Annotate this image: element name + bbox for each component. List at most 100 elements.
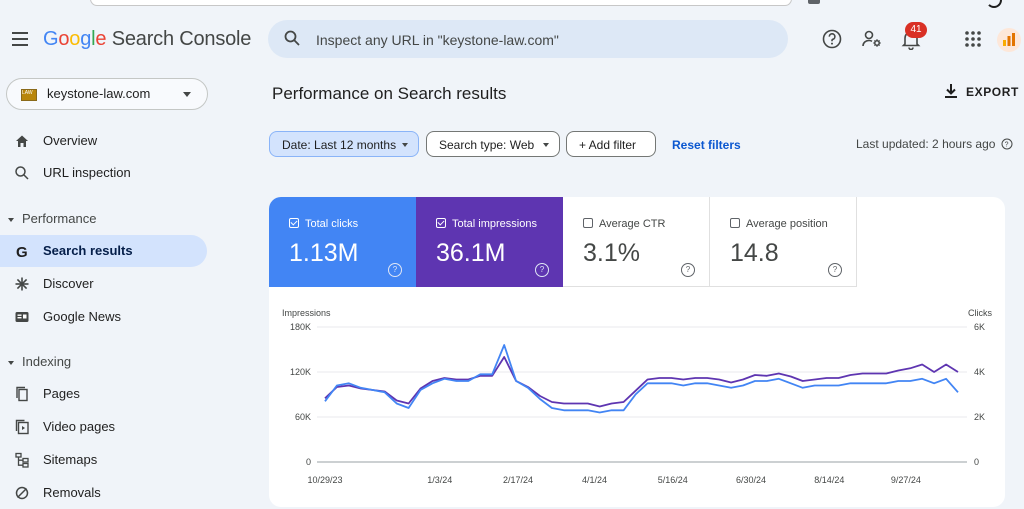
svg-text:?: ? — [1004, 142, 1008, 149]
x-tick-label: 9/27/24 — [891, 475, 921, 485]
help-icon[interactable] — [821, 28, 843, 50]
metric-total-clicks[interactable]: Total clicks 1.13M ? — [269, 197, 416, 287]
date-filter-chip[interactable]: Date: Last 12 months — [269, 131, 419, 157]
svg-text:G: G — [16, 244, 28, 259]
metric-label: Average position — [730, 218, 828, 230]
metric-label-text: Average CTR — [599, 218, 666, 230]
checkbox-checked-icon[interactable] — [289, 218, 299, 228]
sidebar-item-url-inspection[interactable]: URL inspection — [0, 157, 207, 189]
property-selector[interactable]: LAW keystone-law.com — [6, 78, 208, 110]
account-avatar[interactable] — [997, 28, 1021, 52]
browser-profile-icon[interactable] — [986, 0, 1002, 8]
search-type-label: Search type: Web — [439, 138, 535, 152]
metric-label: Average CTR — [583, 218, 665, 230]
x-tick-label: 1/3/24 — [427, 475, 452, 485]
apps-grid-icon[interactable] — [962, 28, 984, 50]
right-tick-label: 6K — [974, 322, 985, 332]
sidebar-item-overview[interactable]: Overview — [0, 125, 207, 157]
asterisk-icon — [15, 277, 29, 291]
x-tick-label: 6/30/24 — [736, 475, 766, 485]
metric-label-text: Total clicks — [305, 218, 359, 230]
right-tick-label: 2K — [974, 412, 985, 422]
chevron-down-icon — [8, 360, 14, 365]
right-tick-label: 4K — [974, 367, 985, 377]
checkbox-unchecked-icon[interactable] — [730, 218, 740, 228]
sidebar-item-video-pages[interactable]: Video pages — [0, 411, 207, 443]
sidebar-item-label: Video pages — [43, 419, 116, 434]
x-tick-label: 5/16/24 — [658, 475, 688, 485]
reset-filters-link[interactable]: Reset filters — [672, 138, 741, 152]
checkbox-unchecked-icon[interactable] — [583, 218, 593, 228]
metric-average-position[interactable]: Average position 14.8 ? — [710, 197, 857, 287]
chevron-down-icon — [543, 143, 549, 147]
property-name: keystone-law.com — [47, 86, 151, 101]
x-tick-label: 4/1/24 — [582, 475, 607, 485]
sidebar-item-google-news[interactable]: Google News — [0, 301, 207, 333]
sidebar-item-sitemaps[interactable]: Sitemaps — [0, 444, 207, 476]
x-tick-label: 8/14/24 — [814, 475, 844, 485]
last-updated-text: Last updated: 2 hours ago — [856, 137, 996, 151]
sidebar-item-label: Removals — [43, 485, 101, 500]
home-icon — [16, 135, 28, 147]
help-icon[interactable]: ? — [828, 263, 842, 277]
add-filter-button[interactable]: + Add filter — [566, 131, 656, 157]
performance-card: Total clicks 1.13M ? Total impressions 3… — [269, 197, 1005, 507]
help-icon[interactable]: ? — [388, 263, 402, 277]
sidebar-section-performance[interactable]: Performance — [8, 211, 96, 226]
metric-value: 14.8 — [730, 239, 779, 267]
metric-label-text: Total impressions — [452, 218, 537, 230]
left-tick-label: 120K — [290, 367, 311, 377]
google-g-icon: G — [16, 244, 28, 259]
page-title: Performance on Search results — [272, 84, 507, 103]
help-icon[interactable]: ? — [681, 263, 695, 277]
search-input[interactable] — [314, 20, 778, 60]
search-type-filter-chip[interactable]: Search type: Web — [426, 131, 560, 157]
analytics-logo-icon — [1003, 33, 1015, 46]
metric-value: 1.13M — [289, 239, 359, 267]
url-inspect-search[interactable] — [268, 20, 788, 60]
sidebar-item-pages[interactable]: Pages — [0, 378, 207, 410]
sidebar-item-removals[interactable]: Removals — [0, 477, 207, 509]
sitemap-icon — [15, 452, 29, 468]
search-icon — [15, 166, 29, 180]
news-icon — [15, 312, 29, 322]
sidebar-item-discover[interactable]: Discover — [0, 268, 207, 300]
extension-icon[interactable] — [808, 0, 820, 4]
users-settings-icon[interactable] — [861, 28, 883, 50]
menu-icon[interactable] — [12, 32, 28, 46]
sidebar-item-label: Search results — [43, 243, 133, 258]
add-filter-label: + Add filter — [579, 138, 637, 152]
logo-letter: o — [58, 28, 70, 50]
sidebar-section-indexing[interactable]: Indexing — [8, 354, 71, 369]
logo-letter: g — [80, 28, 92, 50]
impressions-series-line[interactable] — [324, 356, 959, 408]
export-button[interactable]: EXPORT — [944, 83, 1024, 103]
date-filter-label: Date: Last 12 months — [282, 138, 397, 152]
x-tick-label: 2/17/24 — [503, 475, 533, 485]
sidebar-item-label: URL inspection — [43, 165, 131, 180]
metric-label: Total impressions — [436, 218, 537, 230]
sidebar-item-label: Google News — [43, 309, 122, 324]
sidebar-item-search-results[interactable]: G Search results — [0, 235, 207, 267]
section-label: Performance — [22, 211, 97, 226]
help-icon[interactable]: ? — [1001, 138, 1013, 150]
help-icon[interactable]: ? — [535, 263, 549, 277]
metric-label-text: Average position — [746, 218, 828, 230]
last-updated: Last updated: 2 hours ago ? — [856, 137, 1013, 151]
search-icon — [284, 30, 300, 46]
left-tick-label: 0 — [306, 457, 311, 467]
checkbox-checked-icon[interactable] — [436, 218, 446, 228]
logo-letter: l — [91, 28, 96, 50]
browser-address-bar[interactable] — [90, 0, 792, 6]
sidebar-item-label: Sitemaps — [43, 452, 98, 467]
download-icon — [945, 84, 957, 98]
property-favicon: LAW — [21, 89, 37, 101]
chevron-down-icon — [402, 143, 408, 147]
right-axis-label: Clicks — [968, 308, 992, 318]
metric-total-impressions[interactable]: Total impressions 36.1M ? — [416, 197, 563, 287]
clicks-series-line[interactable] — [324, 344, 959, 414]
performance-chart[interactable]: Impressions Clicks 180K 120K 60K 0 6K 4K 2K 0 1… — [269, 197, 1005, 507]
app-logo[interactable]: Google Search Console — [43, 28, 251, 51]
metric-average-ctr[interactable]: Average CTR 3.1% ? — [563, 197, 710, 287]
chevron-down-icon — [183, 92, 191, 97]
